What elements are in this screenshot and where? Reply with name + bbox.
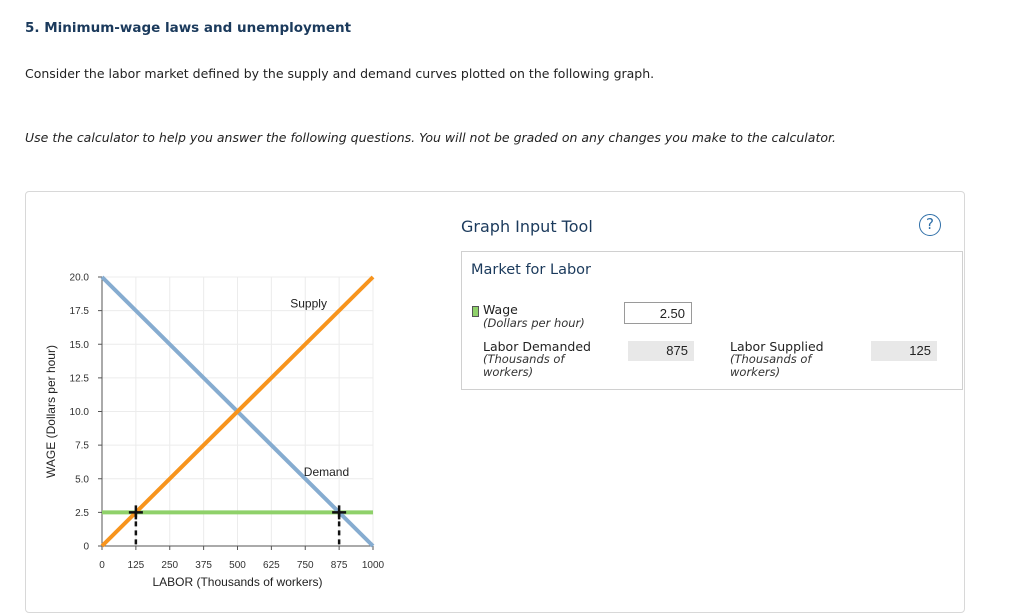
y-tick-label-1: 2.5 [75,508,89,519]
x-tick-label-3: 375 [195,560,212,571]
demand-curve-label: Demand [304,465,349,479]
market-title: Market for Labor [471,262,592,278]
x-axis-label: LABOR (Thousands of workers) [152,575,322,589]
wage-color-swatch [472,306,479,317]
question-instructions: Use the calculator to help you answer th… [25,130,836,145]
labor-market-graph[interactable]: 0 2.5 5.0 7.5 10.0 12.5 15.0 17.5 20.0 0 125 250 375… [25,191,445,597]
labor-supplied-value: 125 [871,341,937,361]
help-icon[interactable]: ? [919,214,941,236]
supply-curve [100,275,375,548]
question-intro: Consider the labor market defined by the… [25,66,655,81]
y-axis-label: WAGE (Dollars per hour) [44,345,58,478]
y-tick-label-2: 5.0 [75,474,89,485]
y-tick-label-6: 15.0 [70,340,90,351]
x-tick-label-2: 250 [161,560,178,571]
labor-supplied-unit-2: workers) [730,365,781,379]
labor-supplied-label: Labor Supplied [730,339,824,354]
y-tick-label-4: 10.0 [70,407,90,418]
x-tick-label-0: 0 [99,560,105,571]
y-tick-label-8: 20.0 [70,273,90,284]
x-tick-label-7: 875 [331,560,348,571]
labor-supplied-unit-1: (Thousands of [730,352,812,366]
graph-ticks: 0 2.5 5.0 7.5 10.0 12.5 15.0 17.5 20.0 0 125 250 375… [70,273,385,572]
y-tick-label-0: 0 [83,542,89,553]
graph-curves: Demand Supply [100,275,375,548]
question-title: 5. Minimum-wage laws and unemployment [25,20,352,36]
supply-curve-label: Supply [290,297,327,311]
x-tick-label-6: 750 [297,560,314,571]
y-tick-label-3: 7.5 [75,441,89,452]
x-tick-label-5: 625 [263,560,280,571]
labor-demanded-value: 875 [628,341,694,361]
wage-unit: (Dollars per hour) [483,316,585,330]
wage-input[interactable] [624,302,692,324]
labor-demanded-unit-1: (Thousands of [483,352,565,366]
x-tick-label-4: 500 [229,560,246,571]
labor-demanded-label: Labor Demanded [483,339,591,354]
x-tick-label-8: 1000 [362,560,385,571]
y-tick-label-7: 17.5 [70,306,90,317]
x-tick-label-1: 125 [128,560,145,571]
graph-input-tool-title: Graph Input Tool [461,217,593,236]
y-tick-label-5: 12.5 [70,373,90,384]
market-for-labor-panel [461,251,963,390]
graph-markers [128,505,347,546]
wage-label: Wage [483,302,518,317]
labor-demanded-unit-2: workers) [483,365,534,379]
